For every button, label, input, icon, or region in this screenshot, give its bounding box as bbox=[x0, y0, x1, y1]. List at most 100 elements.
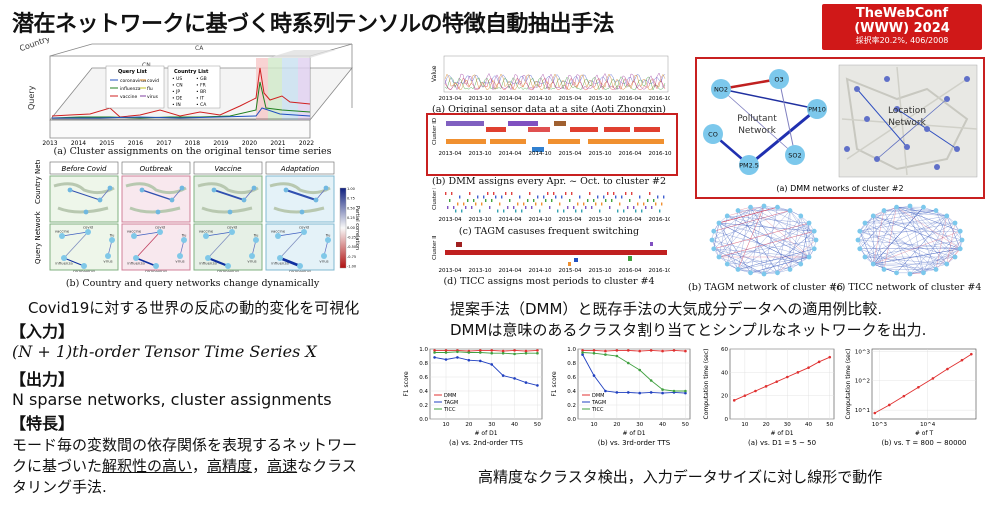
y-tick: 0.8 bbox=[567, 361, 576, 367]
legend-q3: vaccine bbox=[120, 94, 137, 100]
output-text: N sparse networks, cluster assignments bbox=[12, 390, 332, 409]
chart-f1-2nd-svg: F1 score # of D1 0.0 0.2 0.4 0.6 0.8 1.0 10 20 30 4… bbox=[403, 347, 543, 447]
feature-fast: 高速 bbox=[267, 457, 298, 475]
network-node bbox=[711, 228, 717, 234]
tagm-assignment-svg: Cluster ID 2013-04 2013-10 2014-04 2014-10 2… bbox=[432, 183, 672, 223]
right-caption-a: (a) DMM networks of cluster #2 bbox=[776, 184, 903, 193]
data-point bbox=[581, 349, 584, 352]
year-tick: 2021 bbox=[270, 140, 285, 146]
feature-sep2: ， bbox=[252, 457, 268, 475]
pollutant-node bbox=[711, 79, 731, 99]
date-tick: 2016-04 bbox=[619, 151, 642, 157]
phase-label: Outbreak bbox=[140, 165, 174, 173]
network-node bbox=[921, 270, 926, 276]
left-summary: Covid19に対する世界の反応の動的変化を可視化 bbox=[28, 299, 360, 317]
y-tick: 0.6 bbox=[419, 375, 428, 381]
legend-q1: coronavirus bbox=[120, 78, 147, 84]
feature-interpretable: 解釈性の高い bbox=[102, 457, 193, 475]
date-tick: 2015-04 bbox=[559, 151, 582, 157]
network-node bbox=[798, 261, 804, 267]
y-tick: 0.8 bbox=[419, 361, 428, 367]
data-point bbox=[513, 349, 516, 352]
colorbar-tick: -0.50 bbox=[347, 245, 356, 249]
y-tick: 20 bbox=[721, 394, 728, 400]
location-node bbox=[934, 164, 940, 170]
x-tick: 10^3 bbox=[872, 422, 888, 428]
query-node bbox=[85, 229, 91, 235]
left-caption-b: (b) Country and query networks change dy… bbox=[65, 278, 320, 289]
chart-time-t: Computation time (sec) # of T 10^1 10^2 10^3… bbox=[842, 343, 982, 449]
y-tick: 0.2 bbox=[419, 403, 428, 409]
feature-accurate: 高精度 bbox=[207, 457, 253, 475]
data-point bbox=[592, 374, 596, 377]
date-tick: 2014-04 bbox=[499, 96, 522, 102]
chart-caption: (a) vs. 2nd-order TTS bbox=[449, 439, 524, 447]
network-node bbox=[748, 270, 753, 276]
data-point bbox=[917, 385, 920, 389]
data-point bbox=[433, 356, 436, 359]
series-line-dmm bbox=[582, 349, 686, 352]
data-point bbox=[467, 358, 471, 362]
network-node bbox=[761, 203, 767, 209]
network-node bbox=[813, 237, 819, 243]
badge-line1: TheWebConf bbox=[855, 6, 949, 21]
data-point bbox=[649, 379, 653, 382]
legend-country-cn: • CN bbox=[172, 83, 183, 89]
date-tick: 2016-10 bbox=[649, 268, 670, 274]
x-tick: 50 bbox=[682, 422, 689, 428]
series-line-dmm bbox=[434, 349, 538, 352]
y-tick: 0.2 bbox=[567, 403, 576, 409]
year-tick: 2015 bbox=[99, 140, 114, 146]
venue-badge: TheWebConf (WWW) 2024 採択率20.2%, 406/2008 bbox=[822, 4, 982, 50]
query-node bbox=[229, 229, 235, 235]
network-node bbox=[857, 246, 863, 252]
data-point bbox=[672, 349, 676, 352]
pollutant-node-label: O3 bbox=[774, 76, 783, 84]
y-axis-label: F1 score bbox=[403, 371, 410, 397]
tagm-network-figure bbox=[700, 200, 828, 280]
query-node bbox=[133, 255, 139, 261]
sensor-data-svg: Value 2013-04 2013-10 2014-04 2014-10 2015-0… bbox=[431, 55, 672, 102]
input-heading: 【入力】 bbox=[10, 322, 75, 341]
phase-label: Vaccine bbox=[214, 165, 241, 173]
query-node-label: vaccine bbox=[271, 229, 286, 234]
query-node bbox=[249, 253, 255, 259]
query-node-label: vaccine bbox=[127, 229, 142, 234]
location-node bbox=[954, 146, 960, 152]
colorbar-tick: 0.75 bbox=[347, 197, 355, 201]
tagm-cluster-axis-label: Cluster ID bbox=[432, 188, 438, 210]
y-tick: 10^3 bbox=[855, 349, 871, 355]
network-node bbox=[775, 270, 780, 276]
pollutant-node bbox=[785, 145, 805, 165]
data-point bbox=[817, 360, 821, 364]
chart-caption: (b) vs. T = 800 ~ 80000 bbox=[882, 439, 967, 447]
network-node bbox=[870, 213, 876, 219]
location-node bbox=[894, 106, 900, 112]
x-tick: 10 bbox=[591, 422, 598, 428]
sensor-data-plot: Value 2013-04 2013-10 2014-04 2014-10 2015-0… bbox=[428, 52, 672, 108]
query-node bbox=[177, 253, 183, 259]
colorbar-tick: 0.00 bbox=[347, 226, 355, 230]
data-point bbox=[649, 391, 653, 394]
pollutant-node-label: NO2 bbox=[714, 86, 728, 94]
feature-heading: 【特長】 bbox=[10, 414, 75, 433]
y-tick: 0.4 bbox=[419, 389, 428, 395]
data-point bbox=[524, 351, 528, 355]
data-point bbox=[684, 391, 687, 395]
data-point bbox=[478, 359, 482, 363]
y-tick: 0.0 bbox=[419, 417, 428, 423]
network-node bbox=[716, 220, 722, 226]
network-node bbox=[855, 237, 861, 243]
legend-country-de: • DE bbox=[172, 96, 183, 102]
location-title-line1: Location bbox=[888, 106, 926, 116]
x-tick: 30 bbox=[636, 422, 643, 428]
network-node bbox=[957, 228, 963, 234]
query-node bbox=[253, 237, 259, 243]
year-tick: 2016 bbox=[128, 140, 143, 146]
network-node bbox=[787, 267, 793, 272]
date-tick: 2014-10 bbox=[529, 151, 552, 157]
x-tick: 20 bbox=[613, 422, 620, 428]
y-tick: 1.0 bbox=[567, 347, 576, 353]
date-tick: 2016-10 bbox=[649, 151, 672, 157]
query-node-label: virus bbox=[175, 259, 184, 264]
